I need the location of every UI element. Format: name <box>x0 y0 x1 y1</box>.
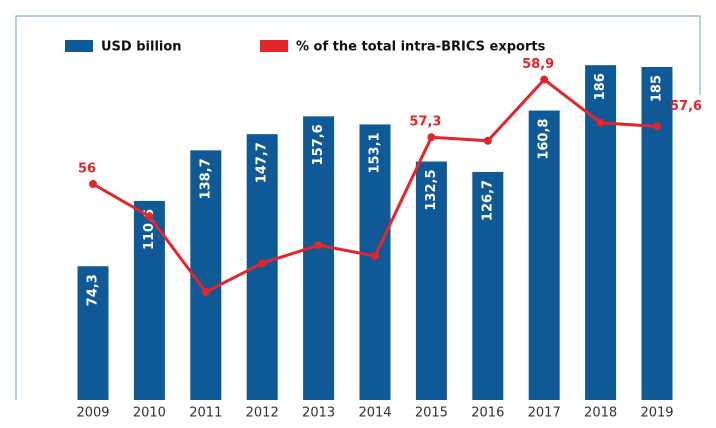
bar <box>190 150 222 400</box>
point <box>314 241 323 250</box>
x-tick-label: 2016 <box>471 406 504 421</box>
point <box>427 133 436 142</box>
legend-swatch <box>65 40 93 52</box>
point <box>371 252 379 260</box>
point <box>145 212 154 221</box>
x-tick-label: 2018 <box>584 406 617 421</box>
bar <box>472 171 504 400</box>
bar-label: 185 <box>650 75 665 102</box>
bar <box>359 124 391 401</box>
x-tick-label: 2019 <box>640 406 673 421</box>
bar-label: 74,3 <box>86 274 101 306</box>
line-label: 57,6 <box>670 99 702 114</box>
bar <box>303 116 335 400</box>
line-label: 56 <box>78 162 96 177</box>
bar-label: 157,6 <box>311 124 326 165</box>
point <box>596 118 605 127</box>
bar <box>641 67 673 400</box>
bar-label: 138,7 <box>198 158 213 199</box>
point <box>540 75 549 84</box>
line-label: 58,9 <box>522 57 554 72</box>
point <box>258 259 267 268</box>
line-label: 57,3 <box>409 115 441 130</box>
legend-swatch <box>260 40 288 52</box>
legend-label: USD billion <box>101 40 182 55</box>
point <box>653 122 661 131</box>
bar-label: 126,7 <box>480 180 495 221</box>
x-tick-label: 2013 <box>302 406 335 421</box>
legend-label: % of the total intra-BRICS exports <box>296 40 546 55</box>
bar <box>415 161 447 400</box>
bar-label: 160,8 <box>537 119 552 160</box>
bar-label: 186 <box>593 73 608 100</box>
x-tick-label: 2010 <box>133 406 166 421</box>
x-tick-label: 2014 <box>358 406 391 421</box>
bar <box>528 110 560 400</box>
bar-label: 153,1 <box>368 132 383 173</box>
x-tick-label: 2017 <box>528 406 561 421</box>
bar <box>133 200 165 400</box>
point <box>89 180 97 188</box>
x-tick-label: 2009 <box>76 406 109 421</box>
x-tick-label: 2012 <box>246 406 279 421</box>
bar-label: 147,7 <box>255 142 270 183</box>
bar-label: 132,5 <box>424 170 439 211</box>
frame <box>15 15 701 400</box>
x-tick-label: 2011 <box>189 406 222 421</box>
x-tick-label: 2015 <box>415 406 448 421</box>
point <box>483 136 492 145</box>
point <box>201 288 210 296</box>
bar <box>77 266 109 400</box>
